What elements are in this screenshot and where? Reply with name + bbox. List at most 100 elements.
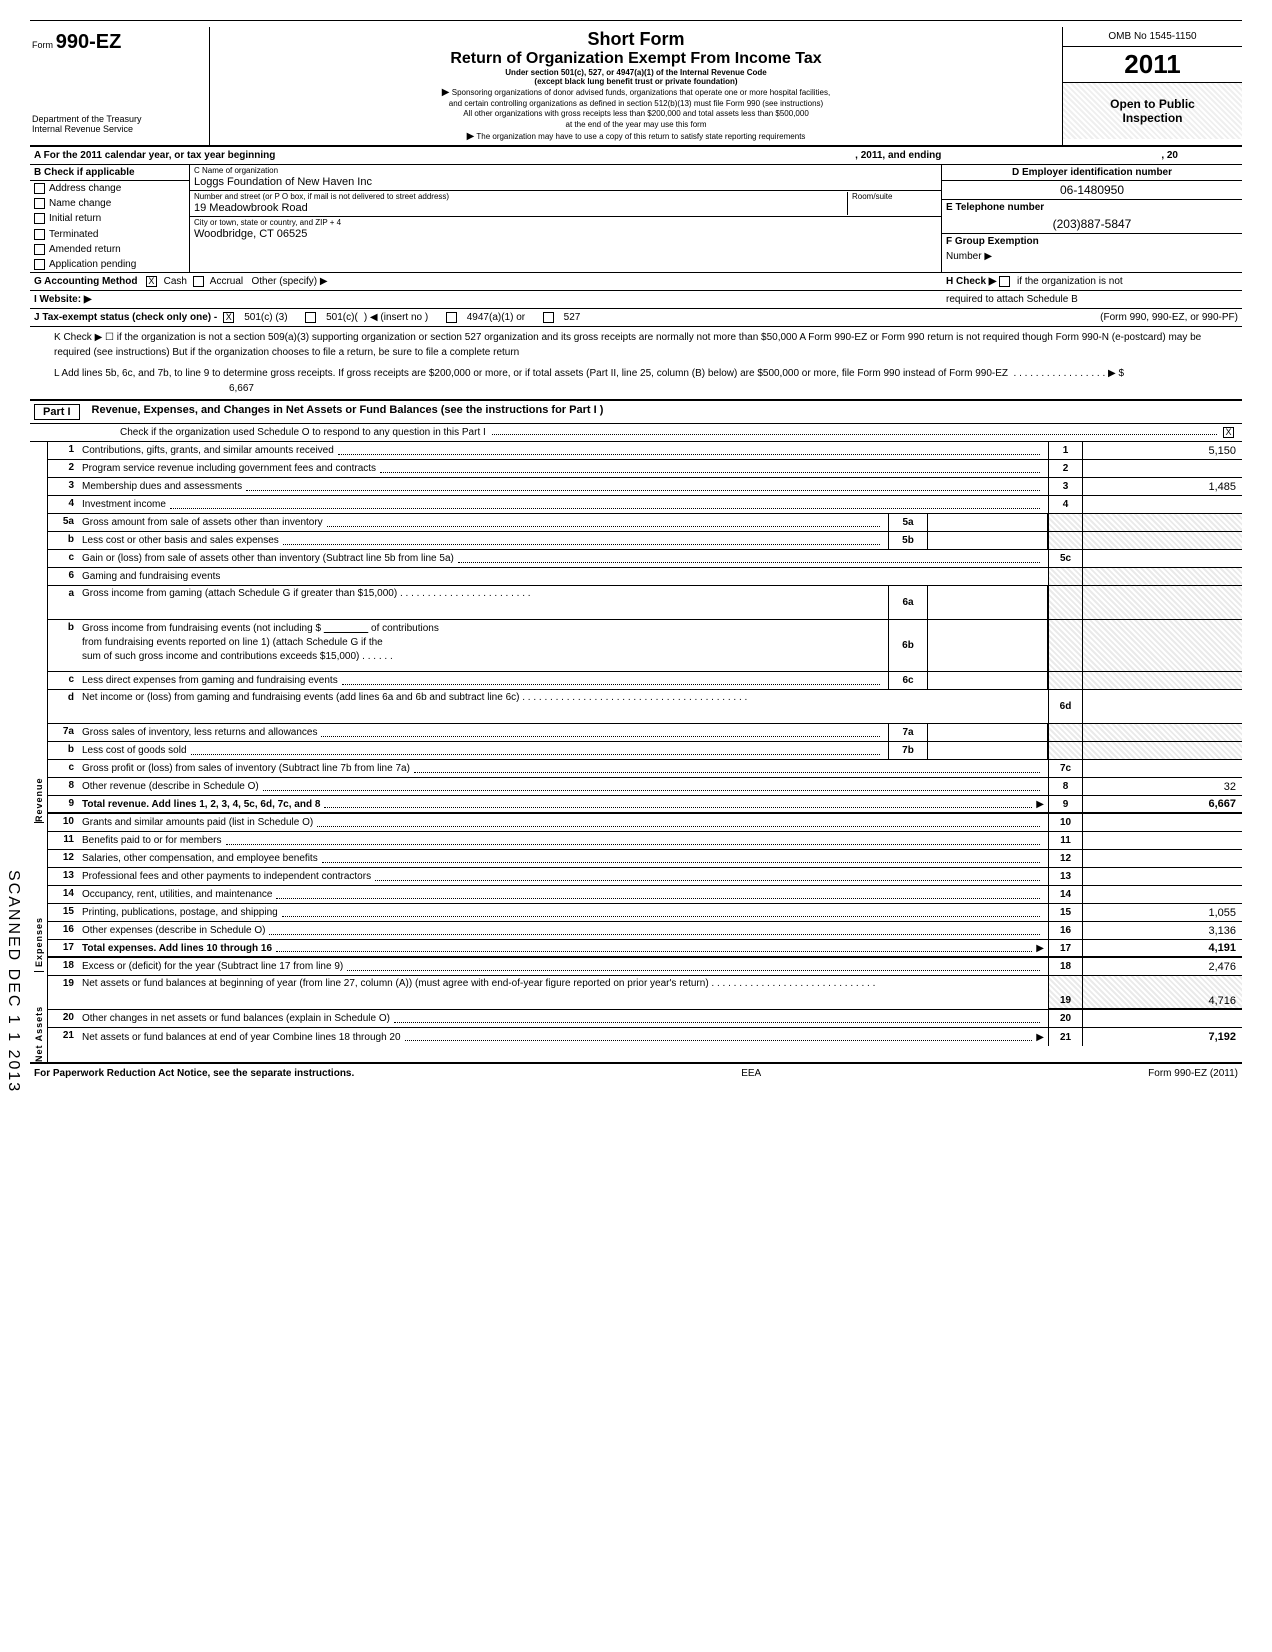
form-number: 990-EZ <box>56 31 122 53</box>
line-5a: 5aGross amount from sale of assets other… <box>48 514 1242 532</box>
line-11: 11Benefits paid to or for members11 <box>48 832 1242 850</box>
line-6b: b Gross income from fundraising events (… <box>48 620 1242 672</box>
c-city-row: City or town, state or country, and ZIP … <box>190 217 941 242</box>
gutter-revenue: Revenue <box>34 442 44 822</box>
footer-right: Form 990-EZ (2011) <box>1148 1068 1238 1079</box>
city-state-zip: Woodbridge, CT 06525 <box>194 227 937 241</box>
line-2: 2Program service revenue including gover… <box>48 460 1242 478</box>
f-group-number: Number ▶ <box>942 249 1242 264</box>
title-short-form: Short Form <box>218 29 1054 50</box>
line-3: 3Membership dues and assessments31,485 <box>48 478 1242 496</box>
line-18: 18Excess or (deficit) for the year (Subt… <box>48 958 1242 976</box>
line-13: 13Professional fees and other payments t… <box>48 868 1242 886</box>
tax-year: 2011 <box>1063 47 1242 83</box>
cb-schedule-o[interactable]: X <box>1223 427 1234 438</box>
footer: For Paperwork Reduction Act Notice, see … <box>30 1064 1242 1079</box>
line-14: 14Occupancy, rent, utilities, and mainte… <box>48 886 1242 904</box>
part-1-check-line: Check if the organization used Schedule … <box>30 424 1242 442</box>
d-ein-label: D Employer identification number <box>942 165 1242 181</box>
row-j-tax-exempt: J Tax-exempt status (check only one) - X… <box>30 309 1242 327</box>
line-4: 4Investment income4 <box>48 496 1242 514</box>
cb-cash[interactable]: X <box>146 276 157 287</box>
open-to-public: Open to PublicInspection <box>1063 83 1242 139</box>
header-line5: The organization may have to use a copy … <box>476 132 805 141</box>
line-9: 9Total revenue. Add lines 1, 2, 3, 4, 5c… <box>48 796 1242 814</box>
line-6a: aGross income from gaming (attach Schedu… <box>48 586 1242 620</box>
row-k: K Check ▶ ☐ if the organization is not a… <box>30 327 1242 363</box>
cb-name-change[interactable]: Name change <box>30 196 189 211</box>
cb-501c[interactable] <box>305 312 316 323</box>
part-1-title: Revenue, Expenses, and Changes in Net As… <box>92 404 604 420</box>
line-19-val: 194,716 <box>48 992 1242 1010</box>
cb-501c3[interactable]: X <box>223 312 234 323</box>
c-name-row: C Name of organization Loggs Foundation … <box>190 165 941 191</box>
line-6d: dNet income or (loss) from gaming and fu… <box>48 690 1242 724</box>
cb-amended-return[interactable]: Amended return <box>30 242 189 257</box>
scanned-stamp: SCANNED DEC 1 1 2013 <box>4 870 22 1093</box>
subtitle-except: (except black lung benefit trust or priv… <box>218 77 1054 86</box>
e-phone-label: E Telephone number <box>942 200 1242 215</box>
cb-application-pending[interactable]: Application pending <box>30 257 189 272</box>
title-return: Return of Organization Exempt From Incom… <box>218 50 1054 68</box>
form-prefix: Form <box>32 40 53 50</box>
cb-h-check[interactable] <box>999 276 1010 287</box>
form-header: Form 990-EZ Department of the Treasury I… <box>30 27 1242 147</box>
row-a-calendar-year: A For the 2011 calendar year, or tax yea… <box>30 147 1242 165</box>
header-right: OMB No 1545-1150 2011 Open to PublicInsp… <box>1062 27 1242 145</box>
line-5c: cGain or (loss) from sale of assets othe… <box>48 550 1242 568</box>
b-label: B Check if applicable <box>30 165 189 181</box>
footer-mid: EEA <box>741 1068 761 1079</box>
cb-terminated[interactable]: Terminated <box>30 227 189 242</box>
column-b: B Check if applicable Address change Nam… <box>30 165 190 272</box>
line-21: 21Net assets or fund balances at end of … <box>48 1028 1242 1046</box>
row-l-amount: 6,667 <box>54 381 254 396</box>
f-group-label: F Group Exemption <box>942 234 1242 249</box>
line-12: 12Salaries, other compensation, and empl… <box>48 850 1242 868</box>
line-7b: bLess cost of goods sold7b <box>48 742 1242 760</box>
line-7a: 7aGross sales of inventory, less returns… <box>48 724 1242 742</box>
dept-irs: Internal Revenue Service <box>32 124 203 134</box>
part-1-table: Revenue Expenses Net Assets 1Contributio… <box>30 442 1242 1064</box>
header-line1: Sponsoring organizations of donor advise… <box>452 88 830 97</box>
line-10: 10Grants and similar amounts paid (list … <box>48 814 1242 832</box>
e-phone-value: (203)887-5847 <box>942 215 1242 234</box>
line-16: 16Other expenses (describe in Schedule O… <box>48 922 1242 940</box>
header-line4: at the end of the year may use this form <box>218 120 1054 130</box>
line-20: 20Other changes in net assets or fund ba… <box>48 1010 1242 1028</box>
gutter-net-assets: Net Assets <box>34 972 44 1062</box>
footer-left: For Paperwork Reduction Act Notice, see … <box>34 1068 354 1079</box>
omb-number: OMB No 1545-1150 <box>1063 27 1242 47</box>
cb-accrual[interactable] <box>193 276 204 287</box>
part-1-header: Part I Revenue, Expenses, and Changes in… <box>30 400 1242 424</box>
line-1: 1Contributions, gifts, grants, and simil… <box>48 442 1242 460</box>
column-c: C Name of organization Loggs Foundation … <box>190 165 942 272</box>
line-15: 15Printing, publications, postage, and s… <box>48 904 1242 922</box>
d-ein-value: 06-1480950 <box>942 181 1242 200</box>
line-6: 6Gaming and fundraising events <box>48 568 1242 586</box>
gutter-labels: Revenue Expenses Net Assets <box>30 442 48 1062</box>
subtitle-section: Under section 501(c), 527, or 4947(a)(1)… <box>218 68 1054 77</box>
row-i: I Website: ▶ required to attach Schedule… <box>30 291 1242 309</box>
section-b-c-d: B Check if applicable Address change Nam… <box>30 165 1242 273</box>
line-7c: cGross profit or (loss) from sales of in… <box>48 760 1242 778</box>
header-center: Short Form Return of Organization Exempt… <box>210 27 1062 145</box>
cb-527[interactable] <box>543 312 554 323</box>
cb-initial-return[interactable]: Initial return <box>30 211 189 226</box>
row-l: L Add lines 5b, 6c, and 7b, to line 9 to… <box>30 363 1242 400</box>
column-d-e-f: D Employer identification number 06-1480… <box>942 165 1242 272</box>
header-line3: All other organizations with gross recei… <box>218 109 1054 119</box>
row-g-h: G Accounting Method X Cash Accrual Other… <box>30 273 1242 291</box>
line-17: 17Total expenses. Add lines 10 through 1… <box>48 940 1242 958</box>
cb-address-change[interactable]: Address change <box>30 181 189 196</box>
cb-4947[interactable] <box>446 312 457 323</box>
street-address: 19 Meadowbrook Road <box>194 201 847 215</box>
dept-treasury: Department of the Treasury <box>32 114 203 124</box>
org-name: Loggs Foundation of New Haven Inc <box>194 175 937 189</box>
line-8: 8Other revenue (describe in Schedule O)8… <box>48 778 1242 796</box>
header-line2: and certain controlling organizations as… <box>218 99 1054 109</box>
line-6c: cLess direct expenses from gaming and fu… <box>48 672 1242 690</box>
header-left: Form 990-EZ Department of the Treasury I… <box>30 27 210 145</box>
part-1-label: Part I <box>34 404 80 420</box>
line-5b: bLess cost or other basis and sales expe… <box>48 532 1242 550</box>
c-street-row: Number and street (or P O box, if mail i… <box>190 191 941 217</box>
